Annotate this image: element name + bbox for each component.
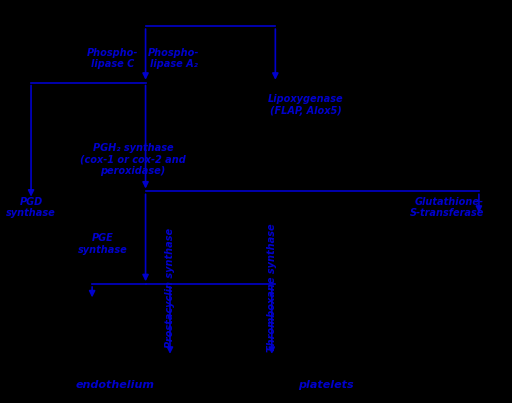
- Text: platelets: platelets: [298, 380, 354, 390]
- Text: endothelium: endothelium: [75, 380, 155, 390]
- Text: PGE
synthase: PGE synthase: [77, 233, 127, 255]
- Text: Phospho-
lipase C: Phospho- lipase C: [87, 48, 138, 69]
- Text: Glutathione-
S-transferase: Glutathione- S-transferase: [410, 197, 484, 218]
- Text: Prostacyclin synthase: Prostacyclin synthase: [165, 228, 175, 348]
- Text: Lipoxygenase
(FLAP, Alox5): Lipoxygenase (FLAP, Alox5): [268, 94, 344, 116]
- Text: PGD
synthase: PGD synthase: [6, 197, 56, 218]
- Text: Thromboxane synthase: Thromboxane synthase: [267, 224, 277, 353]
- Text: Phospho-
lipase A₂: Phospho- lipase A₂: [148, 48, 199, 69]
- Text: PGH₂ synthase
(cox-1 or cox-2 and
peroxidase): PGH₂ synthase (cox-1 or cox-2 and peroxi…: [80, 143, 186, 176]
